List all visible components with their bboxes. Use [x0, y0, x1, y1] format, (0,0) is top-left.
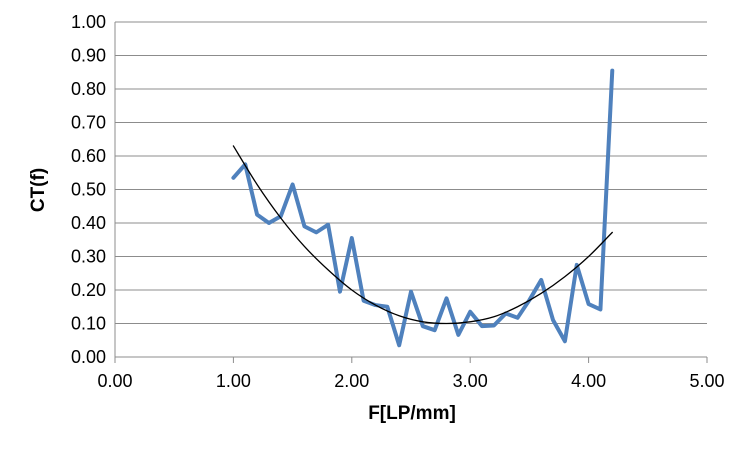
y-tick-label: 0.80: [71, 79, 106, 99]
x-tick-label: 0.00: [97, 371, 132, 391]
y-tick-label: 0.70: [71, 113, 106, 133]
axes: [115, 22, 707, 363]
y-tick-label: 1.00: [71, 12, 106, 32]
x-tick-label: 3.00: [453, 371, 488, 391]
series-group: [233, 146, 612, 324]
x-tick-label: 1.00: [216, 371, 251, 391]
y-axis-title: CT(f): [28, 168, 49, 212]
trendline-curve: [233, 146, 612, 324]
y-tick-label: 0.60: [71, 146, 106, 166]
grid-lines: [115, 22, 707, 324]
series-group: [233, 70, 612, 345]
x-tick-label: 2.00: [334, 371, 369, 391]
y-tick-label: 0.90: [71, 46, 106, 66]
y-tick-label: 0.30: [71, 247, 106, 267]
y-tick-label: 0.40: [71, 213, 106, 233]
x-tick-label: 4.00: [571, 371, 606, 391]
y-tick-label: 0.10: [71, 314, 106, 334]
data-series-line: [233, 71, 612, 346]
y-tick-label: 0.50: [71, 180, 106, 200]
series-layer: [233, 70, 612, 345]
y-tick-label: 0.20: [71, 280, 106, 300]
y-tick-label: 0.00: [71, 347, 106, 367]
x-axis-title: F[LP/mm]: [368, 403, 456, 424]
x-tick-label: 5.00: [689, 371, 724, 391]
